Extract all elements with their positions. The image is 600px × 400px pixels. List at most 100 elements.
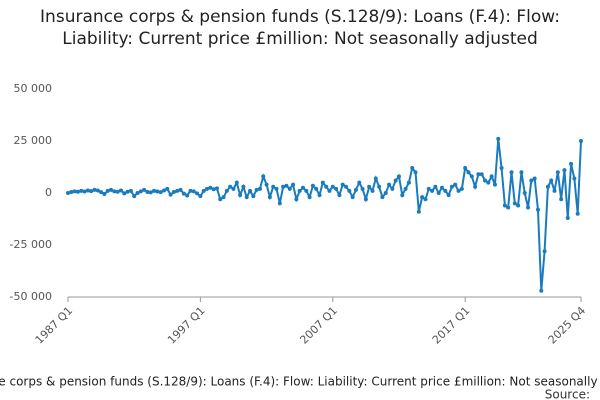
data-point — [555, 170, 560, 175]
data-point — [360, 186, 365, 191]
data-point — [317, 193, 322, 198]
data-point — [175, 188, 180, 193]
data-point — [267, 195, 272, 200]
data-point — [287, 186, 292, 191]
data-point — [466, 170, 471, 175]
y-tick-label: -25 000 — [10, 238, 52, 251]
data-point — [423, 197, 428, 202]
y-tick-label: 50 000 — [14, 82, 53, 95]
data-point — [294, 197, 299, 202]
data-point — [522, 191, 527, 195]
data-point — [542, 249, 547, 254]
data-point — [446, 193, 451, 198]
data-point — [254, 187, 259, 192]
data-point — [75, 189, 80, 194]
data-point — [324, 184, 329, 189]
data-point — [82, 189, 87, 194]
y-tick-label: 25 000 — [14, 134, 53, 147]
data-point — [396, 174, 401, 179]
data-point — [102, 192, 107, 197]
data-point — [320, 180, 325, 185]
data-point — [135, 191, 140, 195]
data-point — [426, 186, 431, 191]
data-point — [439, 185, 444, 190]
data-point — [489, 174, 494, 179]
series-line — [67, 138, 582, 291]
data-point — [565, 215, 570, 220]
data-point — [109, 187, 114, 192]
data-point — [327, 188, 332, 193]
data-point — [380, 195, 385, 200]
data-point — [347, 188, 352, 193]
data-point — [244, 195, 249, 200]
data-point — [314, 186, 319, 191]
data-point — [350, 195, 355, 200]
data-point — [231, 186, 236, 191]
data-point — [221, 195, 226, 200]
data-point — [413, 170, 418, 175]
data-point — [274, 186, 279, 191]
data-point — [357, 180, 362, 185]
data-point — [307, 195, 312, 200]
data-point — [469, 174, 474, 179]
data-point — [575, 211, 580, 216]
data-point — [496, 136, 501, 141]
data-point — [69, 189, 74, 194]
data-point — [99, 190, 104, 195]
chart-title: Insurance corps & pension funds (S.128/9… — [40, 7, 560, 49]
data-point — [181, 191, 186, 196]
data-point — [72, 189, 77, 194]
data-point — [158, 190, 163, 195]
data-point — [79, 188, 84, 193]
data-point — [383, 191, 388, 195]
data-point — [291, 182, 296, 187]
data-point — [251, 194, 256, 199]
data-point — [456, 188, 461, 193]
data-point — [211, 187, 216, 192]
data-point — [443, 188, 448, 193]
data-point — [370, 188, 375, 193]
data-point — [579, 139, 583, 143]
data-point — [509, 170, 514, 175]
data-point — [195, 191, 200, 196]
data-point — [387, 182, 392, 187]
data-point — [188, 188, 193, 193]
data-point — [168, 192, 173, 197]
data-point — [529, 178, 534, 183]
data-point — [449, 184, 454, 189]
data-point — [132, 194, 137, 199]
data-point — [572, 176, 577, 181]
data-point — [95, 188, 100, 193]
data-point — [198, 194, 203, 199]
data-point — [185, 193, 190, 198]
data-point — [337, 193, 342, 198]
data-point — [105, 188, 110, 193]
data-point — [416, 209, 421, 214]
data-point — [238, 193, 243, 198]
y-tick-label: -50 000 — [10, 290, 52, 303]
data-point — [330, 184, 335, 189]
data-point — [486, 180, 491, 185]
data-point — [148, 190, 153, 195]
data-point — [344, 184, 349, 189]
data-point — [89, 189, 94, 194]
data-point — [562, 168, 567, 173]
source: Source: — [545, 388, 590, 400]
data-point — [479, 172, 484, 177]
data-point — [205, 186, 210, 191]
data-point — [310, 183, 315, 188]
data-point — [483, 178, 488, 183]
data-point — [208, 185, 213, 190]
data-point — [403, 186, 408, 191]
data-point — [201, 188, 206, 193]
data-point — [165, 186, 170, 191]
data-point — [178, 187, 183, 192]
data-point — [281, 184, 286, 189]
data-point — [539, 288, 544, 293]
data-point — [433, 184, 438, 189]
data-point — [506, 205, 511, 210]
data-point — [549, 178, 554, 183]
data-point — [390, 186, 395, 191]
